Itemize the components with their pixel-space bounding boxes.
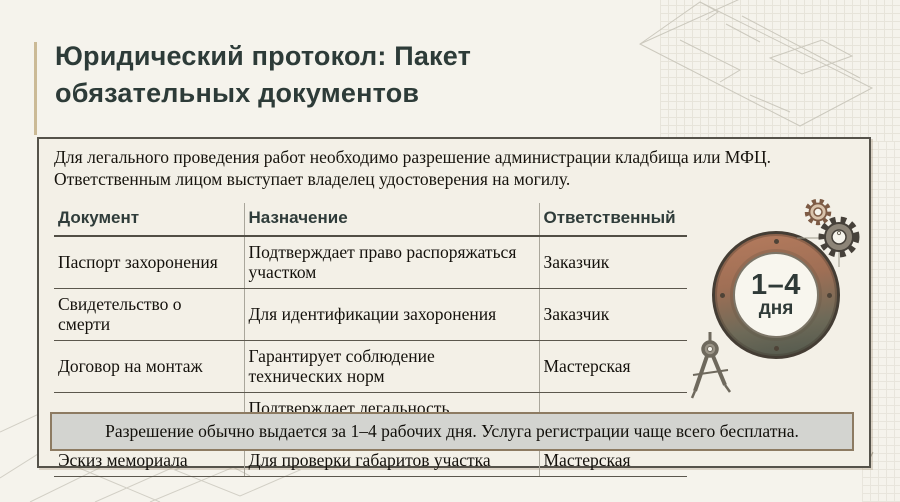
graph-paper-top-right — [660, 0, 900, 142]
rivet-dot — [774, 346, 779, 351]
rivet-dot — [720, 293, 725, 298]
title-accent-bar — [34, 42, 37, 135]
cell-purpose: Гарантирует соблюдение технических норм — [243, 340, 539, 393]
duration-unit: дня — [758, 298, 794, 319]
gear-small — [804, 198, 832, 226]
drafting-compass-icon — [690, 332, 732, 399]
gear-icon — [797, 198, 860, 267]
rivet-dot — [774, 239, 779, 244]
duration-badge-ring: 1–4 дня — [712, 231, 840, 359]
cell-responsible: Мастерская — [538, 340, 687, 393]
cell-responsible: Заказчик — [538, 288, 687, 341]
rivet-dot — [827, 293, 832, 298]
cell-purpose-text: Для проверки габаритов участка — [248, 450, 491, 470]
table-row: Паспорт захоронения Подтверждает право р… — [54, 236, 687, 289]
column-header-purpose: Назначение — [243, 203, 539, 237]
duration-badge: 1–4 дня — [733, 252, 819, 338]
page-title: Юридический протокол: Пакет обязательных… — [55, 38, 471, 112]
page-title-line-2: обязательных документов — [55, 78, 420, 108]
column-header-responsible: Ответственный — [538, 203, 687, 237]
cell-document: Свидетельство о смерти — [54, 288, 244, 341]
isometric-floorplan-sketch — [639, 0, 874, 127]
intro-line-1: Для легального проведения работ необходи… — [54, 147, 771, 167]
intro-paragraph: Для легального проведения работ необходи… — [54, 147, 854, 190]
cell-document: Паспорт захоронения — [54, 236, 244, 289]
cell-purpose: Для проверки габаритов участка — [243, 444, 539, 477]
cell-responsible: Заказчик — [538, 236, 687, 289]
cell-purpose-text: Гарантирует соблюдение технических норм — [248, 346, 435, 386]
intro-line-2: Ответственным лицом выступает владелец у… — [54, 168, 571, 189]
page-title-line-1: Юридический протокол: Пакет — [55, 41, 472, 71]
footer-note-text: Разрешение обычно выдается за 1–4 рабочи… — [105, 421, 799, 441]
cell-document: Договор на монтаж — [54, 340, 244, 393]
column-header-document: Документ — [54, 203, 244, 237]
content-panel: Для легального проведения работ необходи… — [37, 137, 871, 477]
table-row: Свидетельство о смерти Для идентификации… — [54, 288, 687, 341]
footer-note-banner: Разрешение обычно выдается за 1–4 рабочи… — [50, 412, 854, 451]
cell-purpose: Подтверждает право распоряжаться участко… — [243, 236, 539, 289]
table-row: Договор на монтаж Гарантирует соблюдение… — [54, 340, 687, 393]
cell-purpose: Для идентификации захоронения — [243, 288, 539, 341]
table-header-row: Документ Назначение Ответственный — [54, 203, 687, 237]
duration-value: 1–4 — [751, 269, 801, 301]
cell-purpose-text: Для идентификации захоронения — [248, 304, 497, 324]
cell-purpose-text: Подтверждает право распоряжаться участко… — [248, 242, 517, 282]
gear-large — [818, 216, 860, 258]
